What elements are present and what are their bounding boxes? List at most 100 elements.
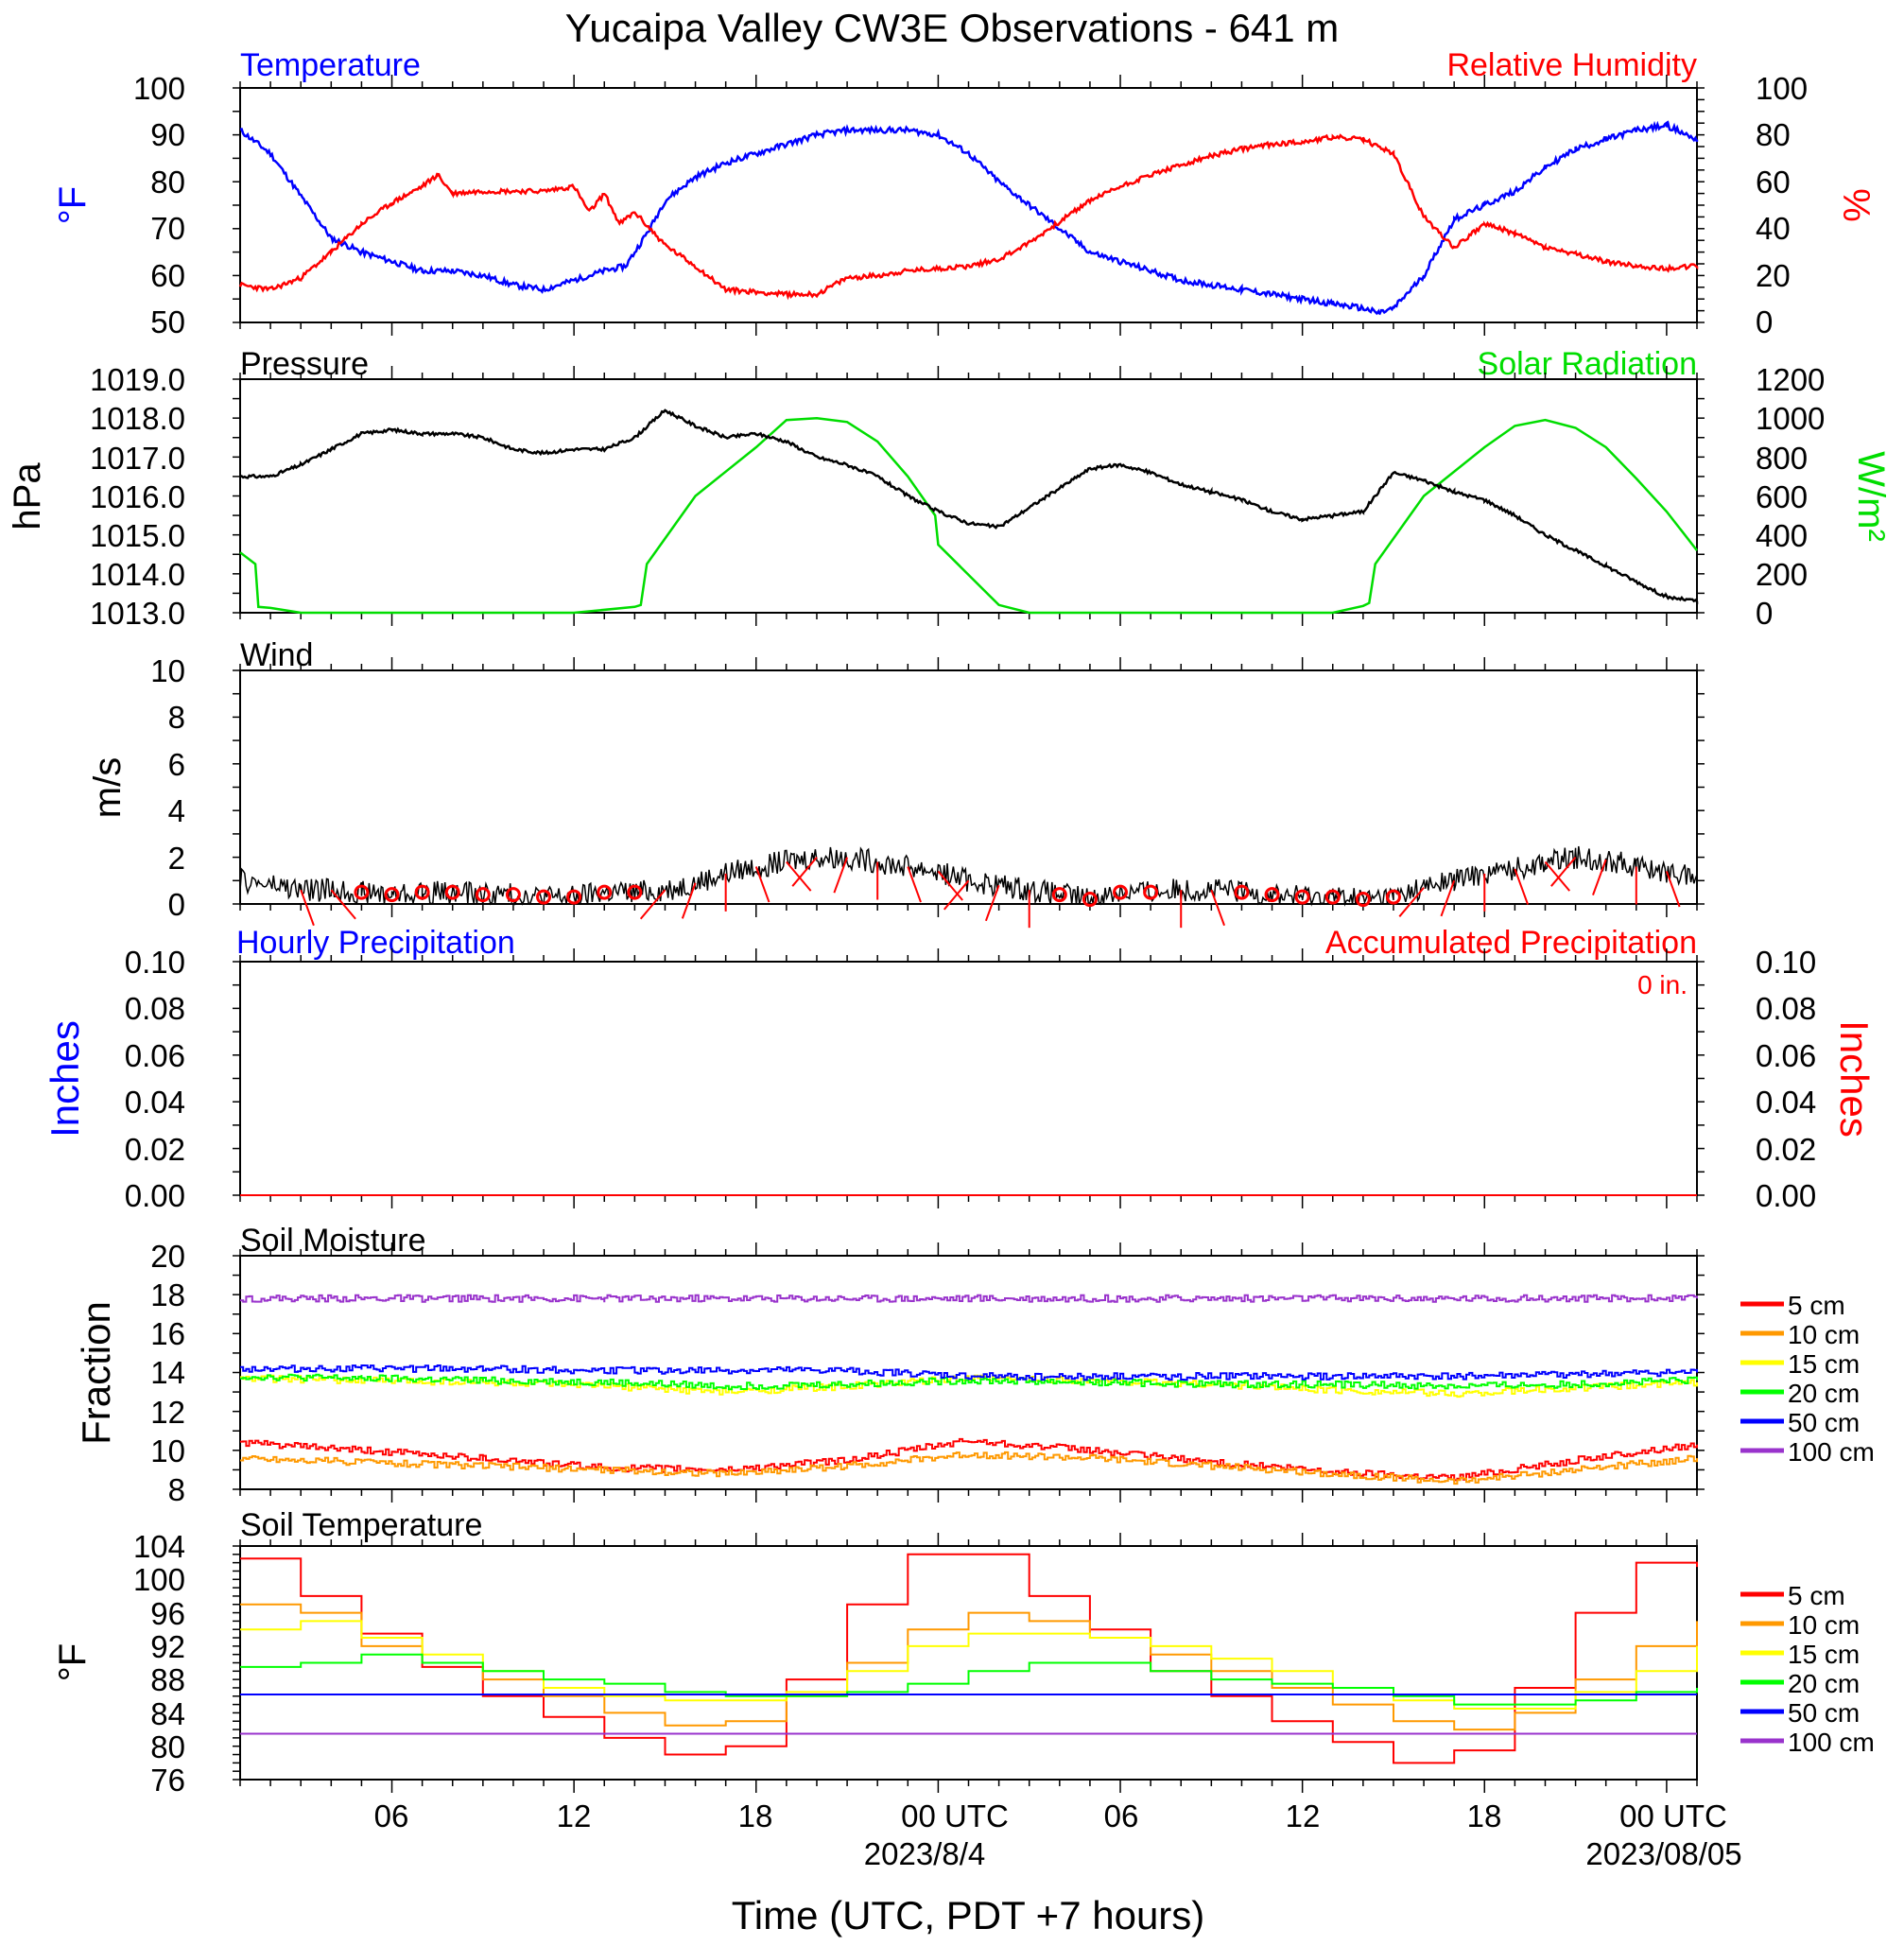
panel-pressure-solar-frame bbox=[239, 378, 1698, 614]
temp-rh-plot-area bbox=[233, 75, 1705, 336]
calm-wind-marker bbox=[1234, 884, 1250, 900]
pressure-line bbox=[239, 408, 1699, 605]
wind-axis-label: m/s bbox=[87, 757, 129, 818]
legend-label: 20 cm bbox=[1788, 1669, 1860, 1698]
soil-temp-tick-label: 88 bbox=[150, 1662, 185, 1697]
wind-tick-label: 6 bbox=[168, 747, 185, 782]
legend-label: 10 cm bbox=[1788, 1610, 1860, 1640]
accum-precip-total: 0 in. bbox=[1637, 970, 1688, 999]
hourly-precip-tick-label: 0.00 bbox=[125, 1178, 185, 1213]
panel-precip: Hourly Precipitation Accumulated Precipi… bbox=[43, 925, 1877, 1213]
date-label: 2023/8/4 bbox=[864, 1836, 985, 1871]
calm-wind-marker bbox=[1324, 889, 1341, 905]
soil-temp-tick-label: 92 bbox=[150, 1629, 185, 1664]
hourly-precip-tick-label: 0.10 bbox=[125, 945, 185, 980]
figure-title: Yucaipa Valley CW3E Observations - 641 m bbox=[565, 6, 1340, 50]
wind-barb bbox=[937, 870, 963, 901]
wind-barb bbox=[907, 866, 922, 903]
soil-temp-title: Soil Temperature bbox=[240, 1507, 482, 1543]
wind-tick-label: 2 bbox=[168, 841, 185, 876]
solar-axis-label: W/m² bbox=[1850, 451, 1892, 542]
legend-label: 5 cm bbox=[1788, 1581, 1845, 1610]
wind-barb bbox=[754, 866, 770, 903]
calm-wind-marker bbox=[1051, 887, 1067, 903]
accum-precip-title: Accumulated Precipitation bbox=[1325, 925, 1697, 961]
pressure-tick-label: 1013.0 bbox=[90, 596, 185, 631]
legend-label: 10 cm bbox=[1788, 1320, 1860, 1349]
calm-wind-marker bbox=[475, 887, 491, 903]
pressure-tick-label: 1017.0 bbox=[90, 441, 185, 476]
time-tick-label: 00 UTC bbox=[1619, 1798, 1727, 1833]
temperature-tick-label: 90 bbox=[150, 117, 185, 152]
solar-title: Solar Radiation bbox=[1478, 346, 1697, 382]
temperature-ticks: 100 90 80 70 60 50 bbox=[133, 71, 185, 339]
wind-barb bbox=[1550, 856, 1577, 887]
accum-precip-tick-label: 0.00 bbox=[1756, 1178, 1816, 1213]
wind-barb bbox=[786, 860, 812, 892]
calm-wind-marker bbox=[505, 887, 521, 903]
temperature-tick-label: 70 bbox=[150, 211, 185, 246]
wind-barb bbox=[1514, 868, 1530, 905]
legend-label: 15 cm bbox=[1788, 1349, 1860, 1379]
humidity-axis-label: % bbox=[1835, 188, 1877, 222]
wind-title: Wind bbox=[240, 637, 313, 673]
legend-label: 100 cm bbox=[1788, 1437, 1875, 1467]
hourly-precip-ticks: 0.10 0.08 0.06 0.04 0.02 0.00 bbox=[125, 945, 185, 1213]
soil-temp-ticks: 104 100 96 92 88 84 80 76 bbox=[133, 1529, 185, 1798]
wind-barb bbox=[681, 882, 697, 919]
legend-label: 50 cm bbox=[1788, 1408, 1860, 1437]
soil-moisture-tick-label: 18 bbox=[150, 1277, 185, 1312]
temperature-line bbox=[239, 119, 1699, 316]
hourly-precip-title: Hourly Precipitation bbox=[236, 925, 515, 961]
time-axis: 06 12 18 00 UTC 06 12 18 00 UTC 2023/8/4… bbox=[374, 1798, 1742, 1937]
calm-wind-marker bbox=[444, 884, 460, 900]
humidity-line bbox=[238, 133, 1699, 301]
legend-label: 20 cm bbox=[1788, 1379, 1860, 1408]
wind-barb bbox=[984, 884, 1000, 922]
wind-tick-label: 10 bbox=[150, 653, 185, 688]
wind-barb bbox=[1440, 879, 1456, 917]
accum-precip-ticks: 0.10 0.08 0.06 0.04 0.02 0.00 bbox=[1756, 945, 1816, 1213]
wind-barb bbox=[1210, 889, 1225, 927]
wind-plot-area bbox=[233, 657, 1705, 929]
panel-wind-frame bbox=[239, 669, 1698, 905]
time-tick-label: 12 bbox=[1286, 1798, 1321, 1833]
soil-moisture-plot-area bbox=[233, 1242, 1705, 1503]
calm-wind-marker bbox=[1264, 887, 1280, 903]
pressure-solar-plot-area bbox=[233, 366, 1705, 626]
soil-temp-tick-label: 76 bbox=[150, 1763, 185, 1798]
hourly-precip-tick-label: 0.06 bbox=[125, 1038, 185, 1073]
soil-temp-tick-label: 84 bbox=[150, 1696, 185, 1731]
pressure-tick-label: 1014.0 bbox=[90, 557, 185, 592]
accum-precip-tick-label: 0.10 bbox=[1756, 945, 1816, 980]
accum-precip-tick-label: 0.06 bbox=[1756, 1038, 1816, 1073]
time-tick-label: 06 bbox=[1104, 1798, 1139, 1833]
temperature-tick-label: 100 bbox=[133, 71, 185, 106]
wind-barb bbox=[1398, 887, 1425, 917]
soil-moisture-tick-label: 12 bbox=[150, 1395, 185, 1430]
solar-tick-label: 200 bbox=[1756, 557, 1808, 592]
temperature-tick-label: 50 bbox=[150, 304, 185, 339]
time-tick-label: 06 bbox=[374, 1798, 409, 1833]
soil-temp-tick-label: 100 bbox=[133, 1562, 185, 1597]
panel-temp-rh: Temperature Relative Humidity °F % 100 9… bbox=[52, 47, 1877, 339]
solar-tick-label: 400 bbox=[1756, 518, 1808, 553]
panel-precip-frame bbox=[239, 961, 1698, 1196]
soil-temp-tick-label: 80 bbox=[150, 1729, 185, 1764]
humidity-title: Relative Humidity bbox=[1446, 47, 1697, 83]
hourly-precip-tick-label: 0.02 bbox=[125, 1132, 185, 1167]
legend-label: 5 cm bbox=[1788, 1291, 1845, 1320]
soil-temp-line bbox=[240, 1553, 1698, 1764]
soil-moisture-tick-label: 14 bbox=[150, 1355, 185, 1390]
soil-moisture-axis-label: Fraction bbox=[74, 1301, 118, 1445]
temperature-axis-label: °F bbox=[52, 186, 94, 224]
humidity-tick-label: 20 bbox=[1756, 258, 1791, 293]
calm-wind-marker bbox=[354, 884, 370, 900]
humidity-tick-label: 40 bbox=[1756, 211, 1791, 246]
hourly-precip-axis-label: Inches bbox=[43, 1020, 87, 1138]
legend-label: 100 cm bbox=[1788, 1728, 1875, 1757]
wind-barb bbox=[1592, 859, 1607, 895]
time-tick-label: 00 UTC bbox=[901, 1798, 1009, 1833]
accum-precip-tick-label: 0.04 bbox=[1756, 1085, 1816, 1120]
